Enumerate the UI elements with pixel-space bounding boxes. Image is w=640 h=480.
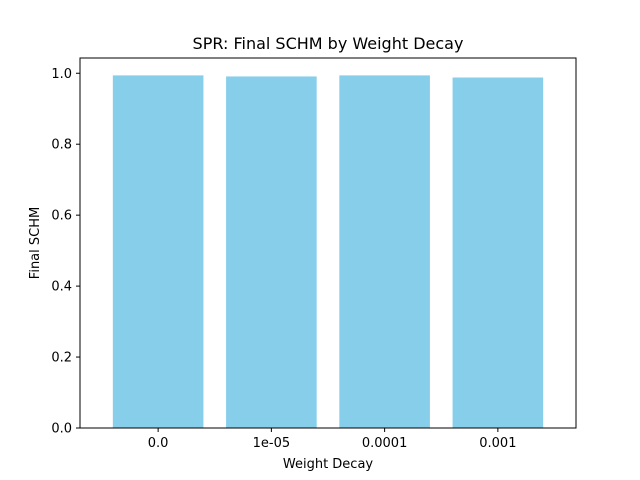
y-axis-label: Final SCHM [28,207,43,279]
x-tick-label: 1e-05 [253,436,291,451]
y-tick-label: 0.4 [51,280,72,295]
bar-0.001 [452,77,544,429]
x-axis-label: Weight Decay [283,457,374,472]
plot-area-frame [79,57,577,429]
y-tick-label: 0.0 [51,422,72,437]
y-tick-label: 0.6 [51,209,72,224]
x-tick-label: 0.0 [148,436,169,451]
bars-group [112,75,544,429]
y-tick-label: 1.0 [51,67,72,82]
x-tick-label: 0.0001 [362,436,408,451]
x-tick-label: 0.001 [479,436,516,451]
chart-title: SPR: Final SCHM by Weight Decay [193,34,464,53]
bar-0.0 [112,75,204,428]
bar-1e-05 [226,76,317,429]
y-tick-label: 0.2 [51,351,72,366]
y-tick-label: 0.8 [51,138,72,153]
ticks-group: 0.0 1e-05 0.0001 0.001 0.0 0.2 0.4 0.6 0.8 1.0 [51,67,516,451]
bar-0.0001 [339,75,430,428]
